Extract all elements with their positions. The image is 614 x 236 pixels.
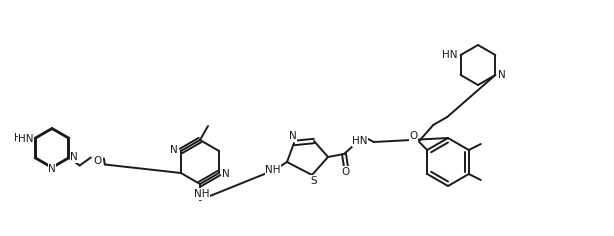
Text: N: N	[222, 169, 230, 179]
Text: N: N	[170, 145, 178, 155]
Text: NH: NH	[265, 165, 281, 175]
Text: O: O	[409, 131, 418, 141]
Text: O: O	[94, 156, 102, 167]
Text: HN: HN	[14, 133, 29, 143]
Text: HN: HN	[352, 136, 368, 146]
Text: S: S	[311, 176, 317, 186]
Text: HN: HN	[442, 50, 457, 60]
Text: N: N	[48, 164, 56, 174]
Text: N: N	[289, 131, 297, 141]
Text: N: N	[71, 152, 78, 163]
Text: NH: NH	[194, 189, 210, 199]
Text: N: N	[499, 70, 506, 80]
Text: O: O	[342, 167, 350, 177]
Text: HN: HN	[18, 134, 34, 143]
